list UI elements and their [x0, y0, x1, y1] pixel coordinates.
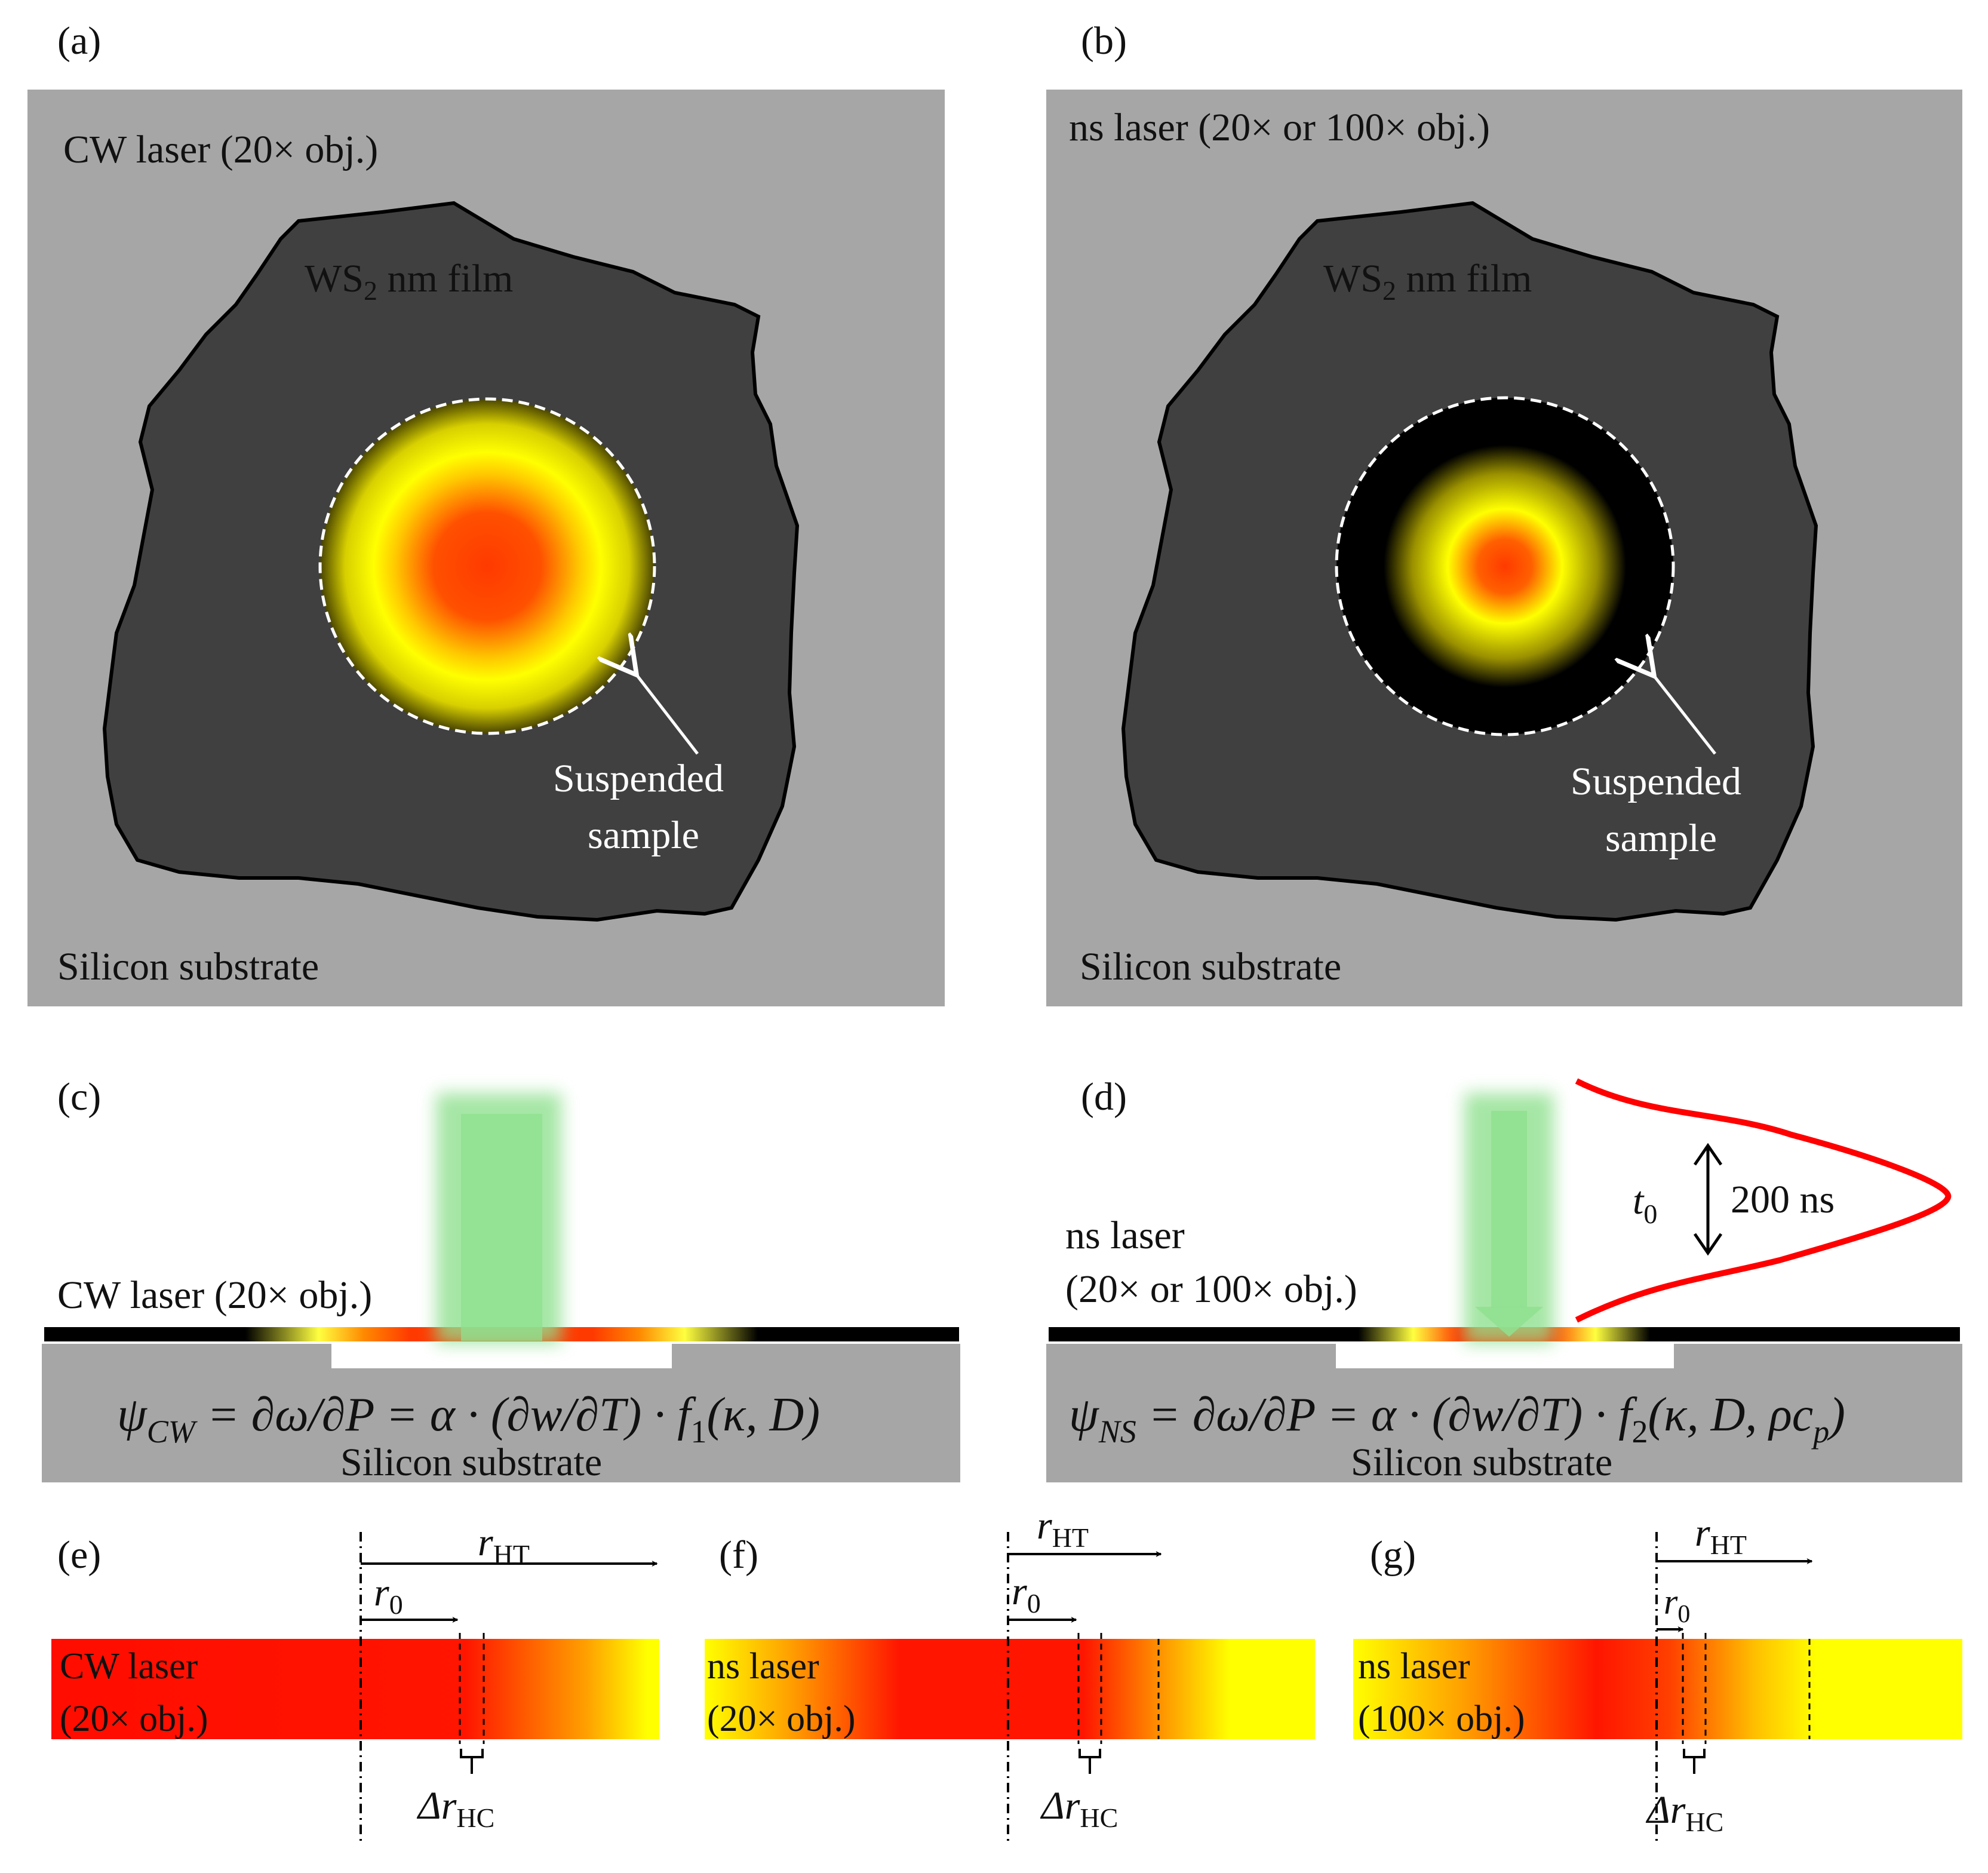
- bar-label-e-line2: (20× obj.): [60, 1699, 208, 1739]
- panel-a-title: CW laser (20× obj.): [63, 128, 378, 171]
- suspended-label-a-line1: Suspended: [553, 757, 724, 800]
- delta-label-f: ΔrHC: [1040, 1784, 1118, 1833]
- heated-spot-b: [1336, 398, 1673, 735]
- bar-label-f-line1: ns laser: [707, 1646, 819, 1687]
- delta-bracket-e: [460, 1749, 484, 1774]
- panel-b: (b) ns laser (20× or 100× obj.) WS2 nm f…: [1046, 19, 1962, 1006]
- pulse-width-label: 200 ns: [1731, 1178, 1835, 1221]
- panel-e: (e) CW laser (20× obj.) rHT r0 ΔrHC: [51, 1521, 659, 1843]
- delta-label-e: ΔrHC: [416, 1784, 494, 1833]
- panel-b-title: ns laser (20× or 100× obj.): [1069, 106, 1490, 149]
- panel-g-label: (g): [1370, 1533, 1416, 1577]
- suspended-boundary-a: [318, 397, 656, 735]
- ns-laser-arrowhead: [1475, 1307, 1543, 1337]
- bar-label-g-line1: ns laser: [1358, 1646, 1470, 1687]
- r-ht-label-g: rHT: [1695, 1511, 1747, 1560]
- cw-laser-label: CW laser (20× obj.): [57, 1273, 372, 1317]
- temperature-bar-f: [705, 1639, 1315, 1739]
- r0-label-g: r0: [1664, 1582, 1690, 1628]
- suspended-arrow-a: [637, 675, 699, 755]
- suspended-boundary-b: [1335, 396, 1675, 736]
- pulse-width-arrow-down: [1693, 1233, 1723, 1256]
- panel-d: (d) t0 200 ns ns laser (20× or 100× obj.…: [1046, 1075, 1962, 1484]
- substrate-label-c: Silicon substrate: [340, 1441, 602, 1484]
- suspended-label-b-line1: Suspended: [1571, 760, 1741, 803]
- pulse-symbol: t0: [1633, 1179, 1657, 1229]
- temperature-bar-e: [51, 1639, 659, 1739]
- suspended-gap: [331, 1341, 672, 1368]
- ns-laser-label-line2: (20× or 100× obj.): [1065, 1267, 1357, 1311]
- film-label-a: WS2 nm film: [305, 257, 513, 306]
- ns-laser-beam: [1491, 1111, 1527, 1308]
- delta-label-g: ΔrHC: [1645, 1788, 1723, 1837]
- equation-cw: ψCW = ∂ω/∂P = α · (∂w/∂T) · f1(κ, D): [117, 1389, 820, 1450]
- panel-d-label: (d): [1081, 1075, 1127, 1119]
- panel-a-label: (a): [57, 19, 101, 63]
- r0-label-e: r0: [374, 1571, 403, 1620]
- panel-g: (g) ns laser (100× obj.) rHT r0 ΔrHC: [1353, 1511, 1962, 1843]
- pulse-profile-curve: [1575, 1078, 1952, 1323]
- delta-bracket-f: [1079, 1749, 1101, 1774]
- panel-f-label: (f): [719, 1533, 758, 1577]
- cw-laser-beam: [461, 1114, 542, 1341]
- panel-f: (f) ns laser (20× obj.) rHT r0 ΔrHC: [705, 1504, 1315, 1843]
- suspended-label-a-line2: sample: [588, 813, 699, 857]
- ns-laser-label-line1: ns laser: [1065, 1214, 1185, 1257]
- panel-a: (a) CW laser (20× obj.) WS2 nm film Susp…: [27, 19, 945, 1006]
- film-label-b: WS2 nm film: [1323, 257, 1532, 306]
- r0-label-f: r0: [1012, 1570, 1041, 1619]
- bar-label-f-line2: (20× obj.): [707, 1699, 855, 1739]
- substrate-label-b: Silicon substrate: [1080, 945, 1341, 988]
- bar-label-g-line2: (100× obj.): [1358, 1699, 1525, 1739]
- pulse-width-arrow-up: [1693, 1143, 1723, 1166]
- suspended-arrow-b: [1654, 676, 1716, 755]
- r-ht-label-f: rHT: [1037, 1504, 1089, 1553]
- r-ht-label-e: rHT: [478, 1521, 530, 1570]
- suspended-gap: [1336, 1341, 1674, 1368]
- panel-b-label: (b): [1081, 19, 1127, 63]
- panel-c-label: (c): [57, 1075, 101, 1119]
- delta-bracket-g: [1683, 1749, 1706, 1774]
- panel-c: (c) CW laser (20× obj.) ψCW = ∂ω/∂P = α …: [42, 1075, 960, 1484]
- substrate-label-d: Silicon substrate: [1351, 1441, 1612, 1484]
- substrate-label-a: Silicon substrate: [57, 945, 319, 988]
- bar-label-e-line1: CW laser: [60, 1646, 198, 1687]
- panel-e-label: (e): [57, 1533, 101, 1577]
- suspended-label-b-line2: sample: [1605, 816, 1717, 860]
- equation-ns: ψNS = ∂ω/∂P = α · (∂w/∂T) · f2(κ, D, ρcp…: [1069, 1389, 1845, 1450]
- heated-spot-a: [320, 399, 655, 733]
